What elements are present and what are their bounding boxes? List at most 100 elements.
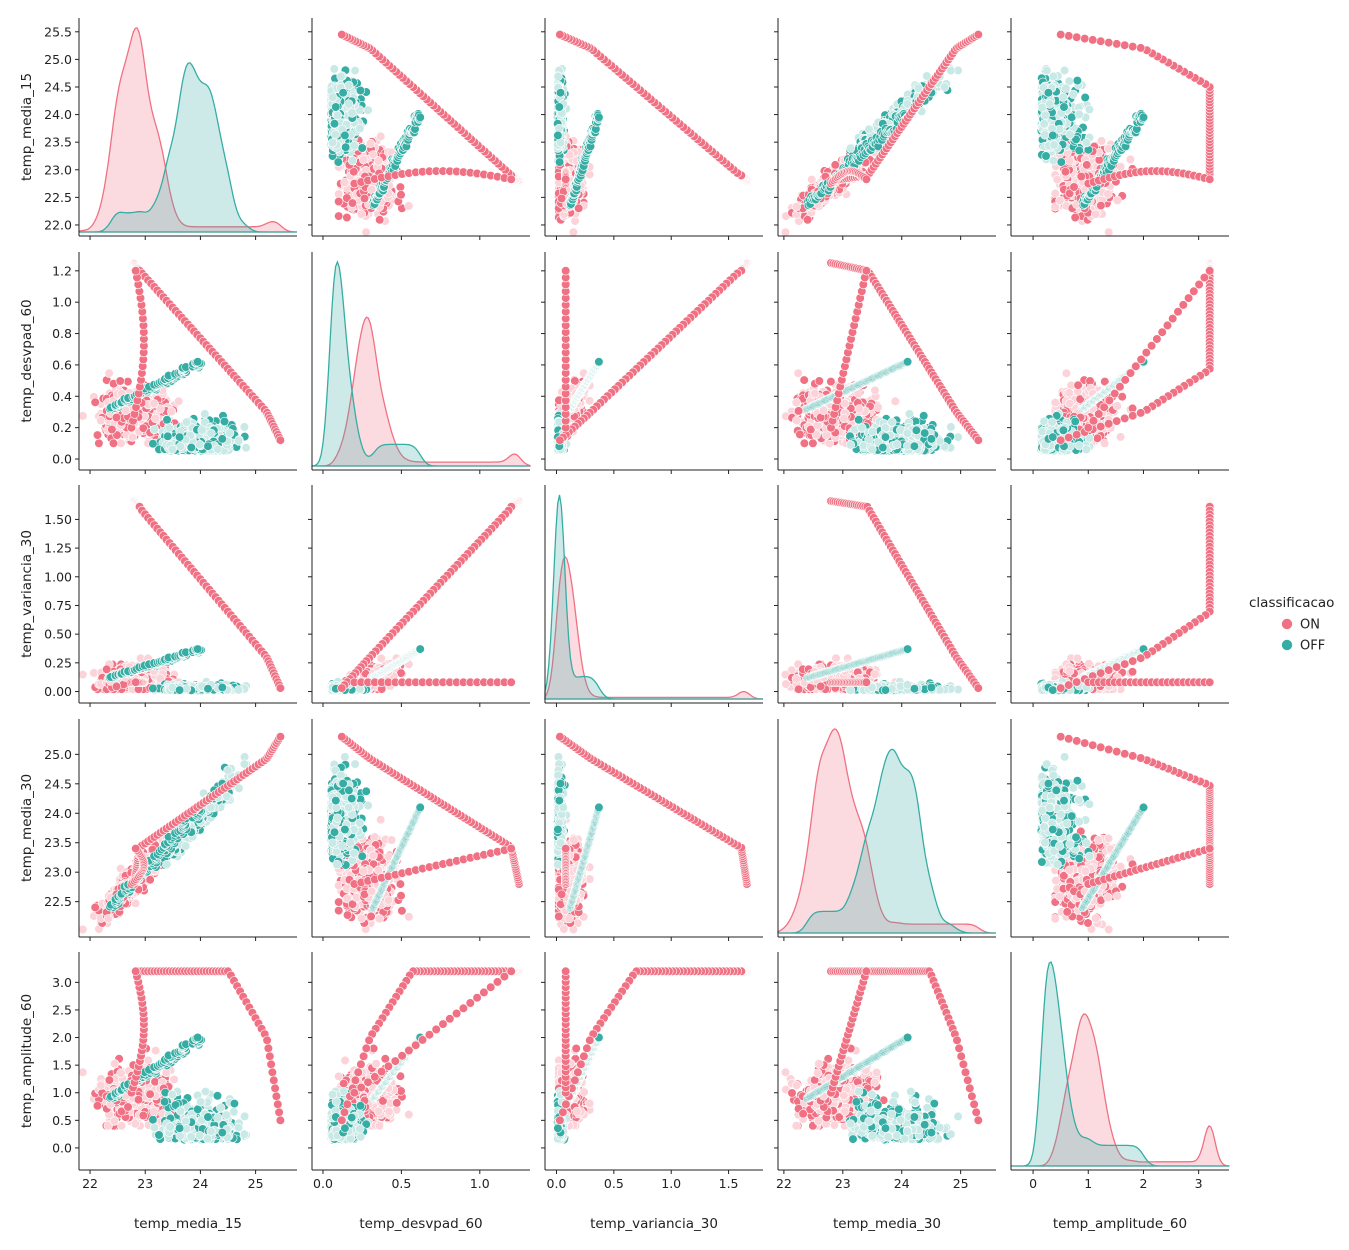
scatter-point xyxy=(1082,138,1091,147)
scatter-point xyxy=(846,144,855,153)
scatter-point xyxy=(1041,111,1050,120)
scatter-points-temp_desvpad_60-vs-temp_media_15 xyxy=(79,259,285,456)
scatter-point xyxy=(1069,90,1078,99)
scatter-point xyxy=(1042,152,1051,161)
scatter-point xyxy=(334,197,343,206)
scatter-point xyxy=(332,103,341,112)
scatter-point xyxy=(554,131,563,140)
scatter-point xyxy=(1126,155,1135,164)
scatter-point xyxy=(974,30,983,39)
scatter-point xyxy=(1049,156,1058,165)
scatter-point xyxy=(405,202,414,211)
scatter-point xyxy=(1040,120,1049,129)
scatter-point xyxy=(1136,44,1145,53)
scatter-point xyxy=(781,228,790,237)
scatter-point xyxy=(1072,33,1081,42)
panel-temp_media_15-vs-temp_variancia_30 xyxy=(541,18,763,240)
scatter-point xyxy=(803,216,812,225)
scatter-point xyxy=(595,113,604,122)
scatter-point xyxy=(362,228,371,237)
scatter-point xyxy=(1104,190,1113,199)
panel-temp_media_15-vs-temp_media_30 xyxy=(774,18,996,240)
scatter-point xyxy=(555,158,564,167)
scatter-point xyxy=(341,178,350,187)
scatter-point xyxy=(1059,93,1068,102)
scatter-point xyxy=(569,228,578,237)
scatter-point xyxy=(1056,196,1065,205)
scatter-point xyxy=(328,138,337,147)
panel-temp_media_15-vs-temp_amplitude_60 xyxy=(1007,18,1229,240)
scatter-point xyxy=(348,109,357,118)
scatter-point xyxy=(366,139,375,148)
scatter-point xyxy=(1091,210,1100,219)
scatter-point xyxy=(356,86,365,95)
scatter-point xyxy=(1128,42,1137,51)
scatter-point xyxy=(1060,103,1069,112)
scatter-point xyxy=(1049,131,1058,140)
scatter-point xyxy=(364,106,373,115)
scatter-points-temp_media_15-vs-temp_desvpad_60 xyxy=(327,30,524,236)
scatter-point xyxy=(574,204,583,213)
scatter-point xyxy=(1056,30,1065,39)
scatter-point xyxy=(334,212,343,221)
scatter-point xyxy=(341,131,350,140)
scatter-point xyxy=(1062,84,1071,93)
scatter-point xyxy=(348,156,357,165)
scatter-point xyxy=(1080,34,1089,43)
scatter-point xyxy=(556,88,565,97)
scatter-point xyxy=(1045,100,1054,109)
scatter-point xyxy=(1064,32,1073,41)
scatter-point xyxy=(351,66,360,75)
scatter-point xyxy=(397,191,406,200)
scatter-points-temp_media_15-vs-temp_amplitude_60 xyxy=(1037,30,1214,236)
scatter-point xyxy=(865,125,874,134)
scatter-point xyxy=(940,83,949,92)
scatter-point xyxy=(1057,158,1066,167)
scatter-point xyxy=(1104,228,1113,237)
kde-temp_media_15 xyxy=(79,28,297,232)
scatter-point xyxy=(338,30,347,39)
scatter-point xyxy=(1083,161,1092,170)
scatter-point xyxy=(359,155,368,164)
scatter-point xyxy=(561,175,570,184)
scatter-point xyxy=(1205,175,1214,184)
scatter-point xyxy=(1070,183,1079,192)
scatter-point xyxy=(831,161,840,170)
scatter-point xyxy=(557,194,566,203)
panel-temp_media_15-vs-temp_desvpad_60 xyxy=(308,18,530,240)
scatter-point xyxy=(337,72,346,81)
scatter-point xyxy=(330,119,339,128)
pairplot-panels xyxy=(75,18,1229,1174)
scatter-point xyxy=(360,194,369,203)
scatter-point xyxy=(862,175,871,184)
scatter-point xyxy=(416,113,425,122)
scatter-point xyxy=(1120,41,1129,50)
scatter-points-temp_media_15-vs-temp_media_30 xyxy=(781,30,982,236)
scatter-point xyxy=(792,203,801,212)
panel-temp_desvpad_60-vs-temp_media_15 xyxy=(75,252,297,474)
scatter-point xyxy=(396,183,405,192)
scatter-point xyxy=(358,144,367,153)
scatter-point xyxy=(1053,175,1062,184)
scatter-point xyxy=(374,157,383,166)
scatter-point xyxy=(1104,38,1113,47)
scatter-point xyxy=(357,210,366,219)
scatter-point xyxy=(1041,131,1050,140)
scatter-point xyxy=(1085,105,1094,114)
scatter-point xyxy=(339,88,348,97)
scatter-point xyxy=(1066,130,1075,139)
scatter-point xyxy=(1088,36,1097,45)
scatter-point xyxy=(1050,141,1059,150)
scatter-points-temp_media_15-vs-temp_variancia_30 xyxy=(553,30,751,236)
scatter-point xyxy=(1081,93,1090,102)
scatter-point xyxy=(555,103,564,112)
scatter-point xyxy=(554,72,563,81)
scatter-point xyxy=(348,199,357,208)
scatter-point xyxy=(1113,196,1122,205)
scatter-point xyxy=(1073,76,1082,85)
scatter-point xyxy=(330,65,339,74)
scatter-point xyxy=(334,158,343,167)
scatter-point xyxy=(343,213,352,222)
panel-temp_media_15-vs-temp_media_15 xyxy=(75,18,297,240)
